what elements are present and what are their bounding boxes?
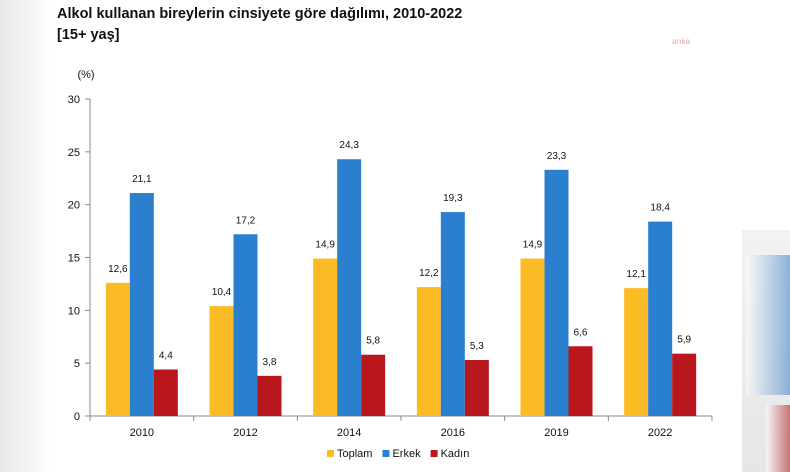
x-tick-label: 2010 — [130, 427, 154, 439]
bar-kadın-2014 — [361, 354, 386, 416]
y-tick-label: 5 — [74, 358, 80, 370]
y-tick-label: 0 — [74, 411, 80, 423]
background-red-strip — [766, 405, 790, 472]
data-label: 24,3 — [339, 140, 359, 151]
data-label: 12,6 — [108, 264, 128, 275]
data-label: 3,8 — [263, 357, 277, 368]
data-label: 5,8 — [366, 336, 380, 347]
x-tick-label: 2014 — [337, 427, 361, 439]
data-label: 10,4 — [212, 287, 232, 298]
bar-kadın-2012 — [257, 375, 282, 416]
data-label: 5,3 — [470, 341, 484, 352]
y-unit-label: (%) — [77, 69, 94, 81]
y-tick-label: 30 — [68, 94, 80, 106]
y-tick-label: 10 — [68, 305, 80, 317]
x-tick-label: 2019 — [544, 427, 568, 439]
bar-toplam-2012 — [209, 306, 234, 416]
y-tick-label: 20 — [68, 200, 80, 212]
data-label: 21,1 — [132, 174, 152, 185]
background-left-blur — [0, 0, 52, 472]
bar-toplam-2016 — [416, 287, 441, 416]
chart-title: Alkol kullanan bireylerin cinsiyete göre… — [57, 6, 463, 22]
legend-swatch-kadın — [430, 450, 438, 457]
watermark-logo: anka — [672, 37, 691, 46]
y-tick-label: 15 — [68, 253, 80, 265]
chart-subtitle: [15+ yaş] — [57, 27, 120, 43]
data-label: 12,2 — [419, 268, 439, 279]
legend-swatch-erkek — [382, 450, 390, 457]
legend-label-toplam: Toplam — [337, 448, 372, 460]
bar-toplam-2022 — [624, 288, 649, 416]
legend-swatch-toplam — [327, 450, 334, 457]
bar-erkek-2016 — [440, 212, 465, 416]
data-label: 19,3 — [443, 193, 463, 204]
bar-kadın-2022 — [672, 353, 697, 416]
data-label: 14,9 — [523, 240, 543, 251]
bar-toplam-2010 — [105, 282, 130, 416]
data-label: 12,1 — [626, 269, 646, 280]
data-label: 17,2 — [236, 215, 256, 226]
x-tick-label: 2012 — [233, 427, 257, 439]
legend-label-erkek: Erkek — [392, 448, 421, 460]
bar-toplam-2019 — [520, 258, 545, 416]
bar-erkek-2012 — [233, 234, 258, 416]
legend-label-kadın: Kadın — [441, 448, 470, 460]
bar-kadın-2016 — [464, 359, 489, 416]
bar-toplam-2014 — [313, 258, 338, 416]
data-label: 23,3 — [547, 151, 567, 162]
data-label: 5,9 — [677, 335, 691, 346]
x-tick-label: 2022 — [648, 427, 672, 439]
y-tick-label: 25 — [68, 147, 80, 159]
bar-kadın-2019 — [568, 346, 593, 416]
data-label: 18,4 — [650, 203, 670, 214]
bar-erkek-2014 — [337, 159, 362, 417]
data-label: 14,9 — [315, 240, 335, 251]
background-right-blur — [742, 230, 790, 472]
bar-erkek-2019 — [544, 169, 569, 416]
bar-erkek-2022 — [648, 221, 673, 416]
data-label: 6,6 — [574, 327, 588, 338]
bar-kadın-2010 — [153, 369, 178, 416]
x-tick-label: 2016 — [441, 427, 465, 439]
bar-erkek-2010 — [129, 193, 154, 416]
background-blue-strip — [746, 255, 790, 395]
data-label: 4,4 — [159, 351, 173, 362]
